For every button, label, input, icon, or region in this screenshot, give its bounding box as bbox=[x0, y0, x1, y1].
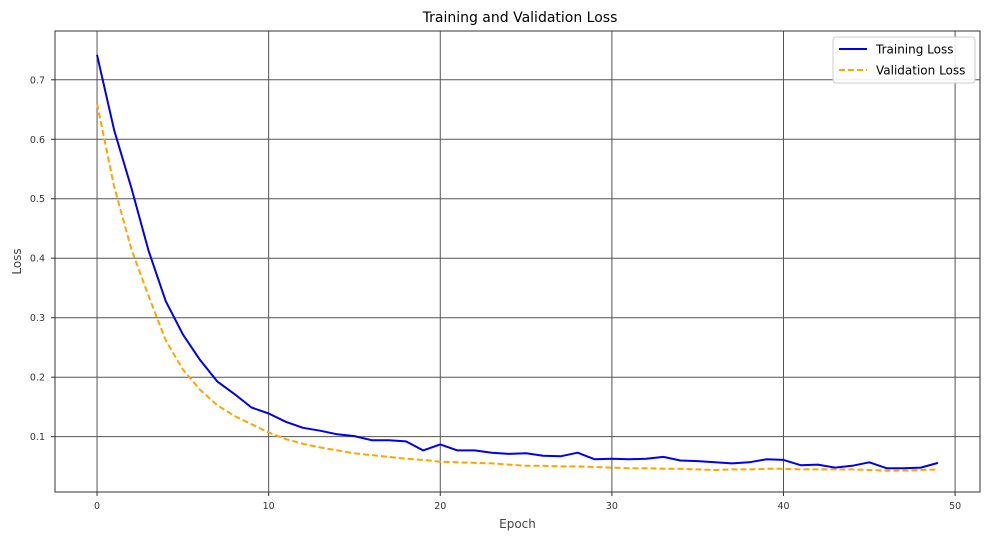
x-tick-label: 40 bbox=[777, 501, 789, 512]
y-tick-label: 0.2 bbox=[30, 373, 45, 384]
legend-box bbox=[832, 36, 976, 84]
x-tick-label: 30 bbox=[606, 501, 618, 512]
y-tick-label: 0.4 bbox=[30, 254, 45, 265]
y-tick-label: 0.1 bbox=[30, 432, 45, 443]
legend: Training Loss Validation Loss bbox=[832, 36, 976, 84]
validation-loss-line bbox=[96, 103, 939, 472]
x-axis-ticks: 0 10 20 30 40 50 bbox=[94, 492, 961, 512]
grid-lines bbox=[55, 31, 980, 492]
legend-label: Validation Loss bbox=[876, 64, 965, 78]
x-axis-label: Epoch bbox=[499, 517, 536, 531]
chart-title: Training and Validation Loss bbox=[422, 10, 618, 26]
y-tick-label: 0.7 bbox=[30, 75, 45, 86]
y-tick-label: 0.5 bbox=[30, 194, 45, 205]
y-tick-label: 0.6 bbox=[30, 135, 45, 146]
plot-area-frame bbox=[54, 30, 981, 493]
training-loss-line bbox=[96, 54, 939, 470]
x-tick-label: 10 bbox=[263, 501, 275, 512]
y-axis-label: Loss bbox=[10, 248, 24, 274]
x-tick-label: 0 bbox=[94, 501, 100, 512]
x-tick-label: 20 bbox=[434, 501, 446, 512]
series-lines bbox=[96, 54, 939, 472]
y-axis-ticks: 0.1 0.2 0.3 0.4 0.5 0.6 0.7 bbox=[30, 75, 55, 443]
y-tick-label: 0.3 bbox=[30, 313, 45, 324]
legend-label: Training Loss bbox=[875, 43, 953, 57]
x-tick-label: 50 bbox=[949, 501, 961, 512]
